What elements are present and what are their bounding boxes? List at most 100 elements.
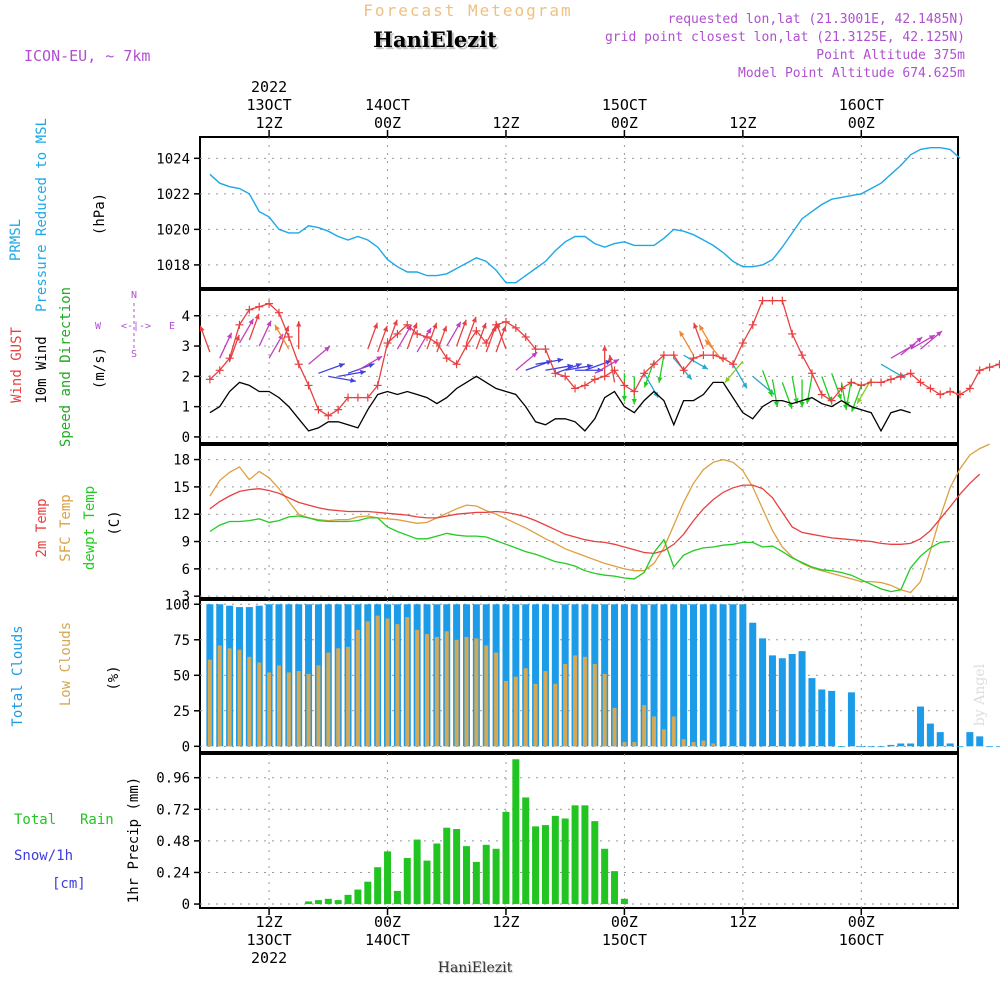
wind-arrow [495,325,507,353]
low-cloud-bar [513,676,518,747]
point-altitude: Point Altitude 375m [816,48,965,63]
rain-bar [620,898,628,905]
rain-bar [344,894,352,905]
temp-labels: 2m Temp SFC Temp dewpt Temp (C) [34,486,123,570]
low-cloud-bar [346,646,351,747]
wind-arrow [426,322,438,350]
gust-marker [571,384,580,393]
bottom-axis-label: 12Z [492,913,519,931]
rain-bar [314,900,322,905]
gust-marker [640,369,649,378]
wind-arrow [367,322,378,350]
low-cloud-bar [661,729,666,747]
rain-bar [472,861,480,905]
total-cloud-bar [946,743,954,747]
wind-plot [199,296,1000,433]
top-axis-label: 00Z [374,114,401,132]
gust-marker [669,351,678,360]
temp-ytick-label: 15 [173,480,190,496]
footer-name: HaniElezit [438,960,513,976]
gust-marker [699,351,708,360]
wind-arrow [545,363,574,371]
gust-marker [452,360,461,369]
low-cloud-bar [711,743,716,747]
gust-marker [255,302,264,311]
gust-marker [462,342,471,351]
wind-arrow [565,363,593,371]
wind-arrow [238,318,255,344]
gust-marker [531,345,540,354]
gust-marker [501,317,510,326]
low-cloud-bar [553,683,558,747]
total-cloud-bar [709,604,717,747]
precip-labels: Total Rain Snow/1h [cm] 1hr Precip (mm) [14,777,142,903]
rain-bar [433,843,441,905]
wind-arrow [910,334,936,350]
gust-marker [590,375,599,384]
bottom-axis-label: 14OCT [365,931,410,949]
cloud-labels: Total Clouds Low Clouds (%) [10,622,122,727]
gust-marker [807,369,816,378]
wind-arrow [584,360,612,371]
rain-bar [443,827,451,905]
rain-bar [512,759,520,905]
precip-label-total: Total [14,812,56,828]
compass-cross: <-|-> [121,321,151,332]
total-cloud-bar [828,690,836,747]
gust-marker [758,296,767,305]
pressure-plot [209,146,961,284]
top-axis-label: 12Z [729,114,756,132]
total-cloud-bar [857,746,865,748]
low-cloud-bar [642,705,647,747]
temp-ytick-label: 12 [173,507,190,523]
precip-label-rain: Rain [80,812,114,828]
wind-label-gust: Wind GUST [9,327,25,403]
gust-marker [886,375,895,384]
total-cloud-bar [897,743,905,747]
top-axis-label: 13OCT [247,96,292,114]
low-cloud-bar [405,617,410,747]
gust-marker [284,332,293,341]
low-cloud-bar [494,652,499,747]
gust-marker [304,381,313,390]
wind-label-10m: 10m Wind [34,336,50,403]
model-altitude: Model Point Altitude 674.625m [738,66,965,81]
gust-marker [827,396,836,405]
rain-bar [453,829,461,905]
total-cloud-bar [818,689,826,747]
rain-bar [393,890,401,905]
wind-arrow [446,321,462,347]
temp-label-dewpt: dewpt Temp [82,486,98,570]
pressure-line [209,146,961,284]
compass-n: N [131,290,137,301]
gust-marker [482,339,491,348]
rain-bar [581,805,589,905]
bottom-axis-label: 2022 [251,949,287,967]
wind-arrow [657,355,665,383]
low-cloud-bar [671,716,676,747]
gust-marker [265,299,274,308]
wind-arrow [308,345,331,365]
gust-marker [344,393,353,402]
pressure-labels: PRMSL Pressure Reduced to MSL (hPa) [8,118,108,312]
cloud-unit: (%) [106,665,122,690]
rain-bar [403,857,411,905]
gust-marker [916,378,925,387]
bottom-axis-label: 00Z [611,913,638,931]
gust-marker [373,381,382,390]
gust-marker [630,387,639,396]
total-cloud-bar [699,604,707,747]
wind-arrow [698,324,714,350]
cloud-ytick-label: 0 [182,739,190,755]
gust-marker [314,405,323,414]
total-cloud-bar [660,604,668,747]
gust-marker [877,378,886,387]
pressure-ytick-label: 1022 [156,187,190,203]
top-axis-label: 15OCT [602,96,647,114]
wind-arrow [357,355,383,371]
low-cloud-bar [602,673,607,747]
wind-arrow [761,370,773,397]
precip-ytick-label: 0.96 [156,771,190,787]
wind-arrow [465,316,477,344]
